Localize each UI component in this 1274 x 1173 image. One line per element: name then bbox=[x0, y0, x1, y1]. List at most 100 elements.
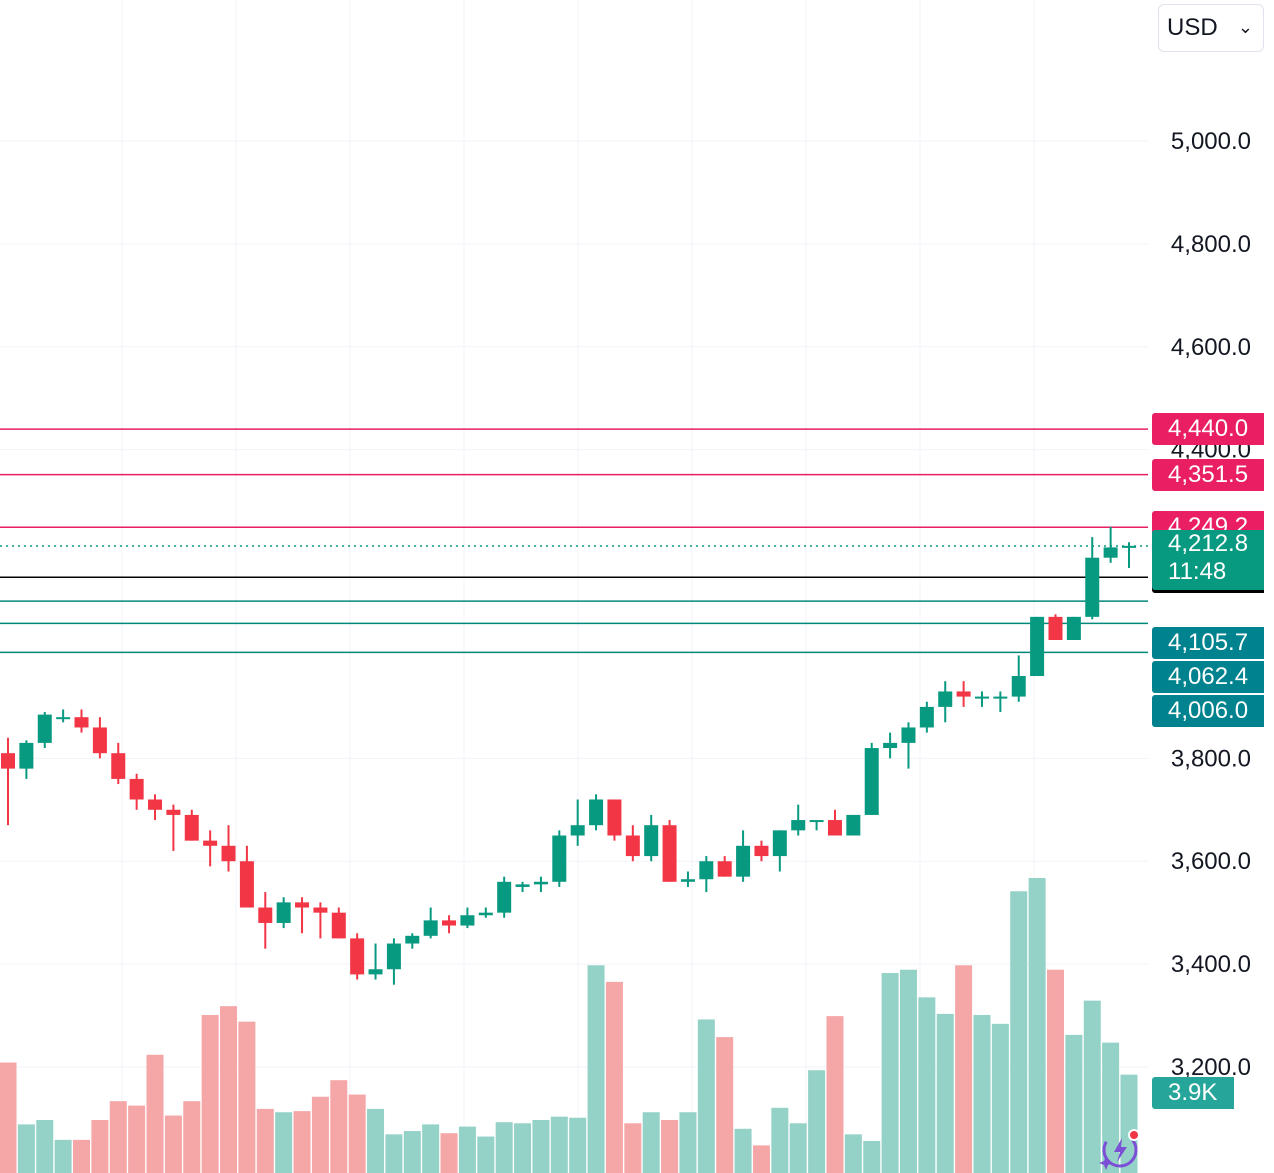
volume-bar bbox=[422, 1124, 440, 1173]
volume-bar bbox=[587, 965, 605, 1173]
candle-body bbox=[423, 920, 438, 936]
volume-bar bbox=[1046, 969, 1064, 1173]
volume-bar bbox=[201, 1015, 219, 1173]
candle-body bbox=[92, 727, 107, 754]
bar-countdown: 11:48 bbox=[1168, 557, 1227, 585]
candle-body bbox=[736, 845, 751, 877]
candle-body bbox=[938, 691, 953, 707]
candle-body bbox=[1085, 557, 1100, 617]
candle-body bbox=[717, 861, 732, 877]
level-price-label: 4,006.0 bbox=[1152, 695, 1264, 727]
volume-bar bbox=[385, 1134, 403, 1173]
volume-bar bbox=[109, 1101, 127, 1173]
candle-body bbox=[368, 969, 383, 975]
candle-body bbox=[37, 714, 52, 743]
candle-body bbox=[442, 920, 457, 926]
level-price-label: 4,105.7 bbox=[1152, 627, 1264, 659]
price-tick-label: 4,800.0 bbox=[1171, 231, 1251, 258]
candle-body bbox=[1, 753, 15, 769]
volume-bar bbox=[164, 1115, 182, 1173]
candle-body bbox=[56, 717, 71, 720]
volume-bar bbox=[752, 1145, 770, 1173]
volume-bar bbox=[440, 1133, 458, 1173]
volume-bar bbox=[550, 1116, 568, 1173]
currency-select[interactable]: USD ⌄ bbox=[1158, 4, 1264, 52]
candle-body bbox=[276, 902, 291, 923]
volume-bar bbox=[91, 1119, 109, 1173]
candle-body bbox=[129, 778, 144, 800]
volume-bar bbox=[605, 981, 623, 1173]
volume-bar bbox=[661, 1119, 679, 1173]
candle-body bbox=[331, 912, 346, 939]
candle-body bbox=[754, 845, 769, 857]
volume-bar bbox=[367, 1108, 385, 1173]
volume-bar bbox=[991, 1023, 1009, 1173]
candle-body bbox=[993, 696, 1008, 699]
volume-bar bbox=[532, 1119, 550, 1173]
candle-body bbox=[478, 912, 493, 916]
candle-body bbox=[19, 742, 34, 769]
volume-bar bbox=[220, 1006, 238, 1173]
candle-body bbox=[1048, 616, 1063, 641]
candle-body bbox=[460, 915, 475, 926]
candle-body bbox=[74, 717, 89, 728]
volume-bar bbox=[311, 1096, 329, 1173]
volume-bar bbox=[146, 1054, 164, 1173]
candle-body bbox=[497, 881, 512, 913]
price-tick-label: 4,600.0 bbox=[1171, 334, 1251, 361]
volume-bar bbox=[973, 1015, 991, 1173]
level-price-label: 4,440.0 bbox=[1152, 413, 1264, 446]
candle-body bbox=[846, 814, 861, 836]
candle-body bbox=[791, 820, 806, 831]
candle-body bbox=[1030, 616, 1045, 677]
volume-bar bbox=[642, 1112, 660, 1173]
volume-bar bbox=[826, 1016, 844, 1173]
volume-bar bbox=[697, 1019, 715, 1173]
candle-body bbox=[258, 907, 273, 923]
volume-bar bbox=[771, 1107, 789, 1173]
volume-bar bbox=[293, 1111, 311, 1173]
volume-bar bbox=[716, 1037, 734, 1173]
ai-assistant-icon[interactable] bbox=[1098, 1128, 1140, 1170]
volume-bar bbox=[881, 973, 899, 1173]
volume-bar bbox=[734, 1128, 752, 1173]
volume-bar bbox=[17, 1124, 35, 1173]
candle-body bbox=[1066, 616, 1081, 641]
volume-bar bbox=[1083, 1000, 1101, 1173]
candle-body bbox=[662, 825, 677, 882]
currency-value: USD bbox=[1167, 14, 1218, 41]
chevron-down-icon: ⌄ bbox=[1237, 17, 1253, 37]
candle-body bbox=[772, 830, 787, 857]
candle-body bbox=[515, 884, 530, 887]
candle-body bbox=[570, 825, 585, 836]
candle-body bbox=[956, 691, 971, 697]
candle-body bbox=[239, 861, 254, 908]
price-tick-label: 3,600.0 bbox=[1171, 848, 1251, 875]
price-tick-label: 3,400.0 bbox=[1171, 951, 1251, 978]
volume-bar bbox=[679, 1112, 697, 1173]
volume-bar bbox=[348, 1094, 366, 1173]
candle-body bbox=[809, 820, 824, 823]
volume-bar bbox=[789, 1123, 807, 1173]
candle-body bbox=[644, 825, 659, 857]
price-tick-label: 5,000.0 bbox=[1171, 128, 1251, 155]
candle-body bbox=[680, 879, 695, 882]
candle-body bbox=[589, 799, 604, 826]
volume-bar bbox=[1102, 1042, 1120, 1173]
candle-body bbox=[221, 845, 236, 862]
volume-bar bbox=[495, 1122, 513, 1173]
candle-body bbox=[883, 742, 898, 749]
candle-body bbox=[184, 814, 199, 841]
volume-bar bbox=[477, 1136, 495, 1173]
candle-body bbox=[111, 753, 126, 779]
volume-bar bbox=[0, 1062, 17, 1173]
candle-body bbox=[607, 799, 622, 836]
candle-body bbox=[295, 902, 310, 908]
candle-body bbox=[699, 861, 714, 880]
volume-value-label: 3.9K bbox=[1152, 1077, 1234, 1109]
volume-bar bbox=[808, 1070, 826, 1173]
candle-body bbox=[827, 820, 842, 836]
candle-body bbox=[974, 696, 989, 699]
volume-bar bbox=[936, 1013, 954, 1173]
